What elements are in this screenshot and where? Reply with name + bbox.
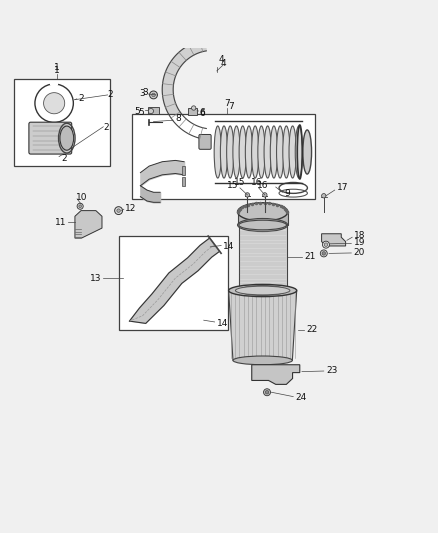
Circle shape	[117, 209, 120, 212]
Ellipse shape	[258, 126, 265, 178]
Circle shape	[320, 250, 327, 257]
Bar	[132, 114, 315, 199]
Ellipse shape	[239, 286, 286, 295]
FancyBboxPatch shape	[29, 122, 72, 154]
Ellipse shape	[229, 285, 297, 297]
FancyBboxPatch shape	[199, 134, 211, 149]
Text: 6: 6	[199, 108, 205, 117]
Text: 6: 6	[199, 109, 205, 118]
Circle shape	[245, 193, 250, 197]
Text: 2: 2	[108, 90, 113, 99]
Text: 15: 15	[227, 181, 239, 190]
Text: 7: 7	[224, 99, 230, 108]
Ellipse shape	[237, 219, 288, 231]
Text: 2: 2	[78, 94, 84, 103]
Text: 20: 20	[353, 248, 365, 256]
Text: 1: 1	[54, 67, 60, 75]
Bar	[188, 30, 205, 46]
Ellipse shape	[245, 126, 253, 178]
Text: 7: 7	[228, 102, 233, 111]
Circle shape	[263, 193, 267, 197]
Text: 14: 14	[217, 319, 228, 328]
Bar	[239, 225, 286, 290]
Bar	[14, 79, 110, 166]
Text: 14: 14	[223, 243, 235, 252]
Text: 10: 10	[76, 192, 87, 201]
Ellipse shape	[233, 356, 292, 365]
Ellipse shape	[264, 126, 271, 178]
Text: 24: 24	[295, 393, 307, 402]
Text: 13: 13	[90, 273, 101, 282]
Circle shape	[324, 243, 328, 246]
Text: 16: 16	[258, 181, 269, 190]
Text: 3: 3	[142, 88, 148, 97]
Text: 2: 2	[103, 123, 109, 132]
Bar	[119, 236, 228, 330]
Polygon shape	[321, 234, 346, 246]
Text: 23: 23	[326, 366, 337, 375]
Bar	[182, 176, 185, 186]
Circle shape	[264, 389, 271, 395]
Ellipse shape	[60, 126, 74, 150]
Ellipse shape	[233, 126, 240, 178]
Text: 21: 21	[304, 252, 315, 261]
Circle shape	[322, 252, 325, 255]
Text: 17: 17	[337, 183, 348, 192]
Bar	[148, 107, 159, 114]
Text: 11: 11	[55, 219, 66, 228]
Text: 12: 12	[125, 204, 137, 213]
Ellipse shape	[214, 126, 221, 178]
Bar	[182, 166, 185, 175]
Text: 15: 15	[234, 178, 245, 187]
Ellipse shape	[251, 126, 259, 178]
Ellipse shape	[270, 126, 278, 178]
Circle shape	[265, 391, 269, 394]
Ellipse shape	[226, 126, 234, 178]
Circle shape	[77, 203, 83, 209]
Ellipse shape	[237, 203, 288, 221]
Text: 18: 18	[354, 231, 366, 240]
Text: 22: 22	[306, 325, 318, 334]
Text: 16: 16	[251, 178, 263, 187]
Circle shape	[148, 108, 153, 114]
Ellipse shape	[220, 126, 228, 178]
Text: 4: 4	[219, 55, 224, 64]
Text: 19: 19	[353, 238, 365, 247]
Circle shape	[152, 93, 155, 96]
Circle shape	[79, 205, 81, 207]
Bar	[237, 211, 288, 225]
Text: 3: 3	[139, 88, 145, 98]
Text: 9: 9	[285, 189, 290, 198]
Circle shape	[191, 106, 196, 110]
Circle shape	[322, 241, 329, 248]
Ellipse shape	[236, 287, 289, 294]
Ellipse shape	[239, 126, 246, 178]
Text: 4: 4	[221, 59, 226, 68]
Ellipse shape	[239, 220, 286, 230]
Polygon shape	[252, 365, 300, 384]
Circle shape	[321, 193, 326, 198]
Polygon shape	[130, 238, 219, 324]
Circle shape	[150, 91, 157, 99]
Ellipse shape	[289, 126, 296, 178]
Text: 1: 1	[54, 63, 60, 72]
Text: 5: 5	[134, 107, 141, 116]
Polygon shape	[229, 290, 297, 360]
Polygon shape	[75, 211, 102, 238]
Circle shape	[43, 93, 65, 114]
Text: 5: 5	[138, 108, 144, 117]
Text: 2: 2	[61, 154, 67, 163]
Ellipse shape	[283, 126, 290, 178]
Bar	[188, 108, 197, 115]
Ellipse shape	[295, 126, 302, 178]
Ellipse shape	[276, 126, 284, 178]
Text: 8: 8	[175, 115, 181, 124]
Polygon shape	[162, 40, 206, 139]
Circle shape	[115, 207, 123, 215]
Ellipse shape	[235, 286, 290, 295]
Ellipse shape	[303, 130, 311, 174]
